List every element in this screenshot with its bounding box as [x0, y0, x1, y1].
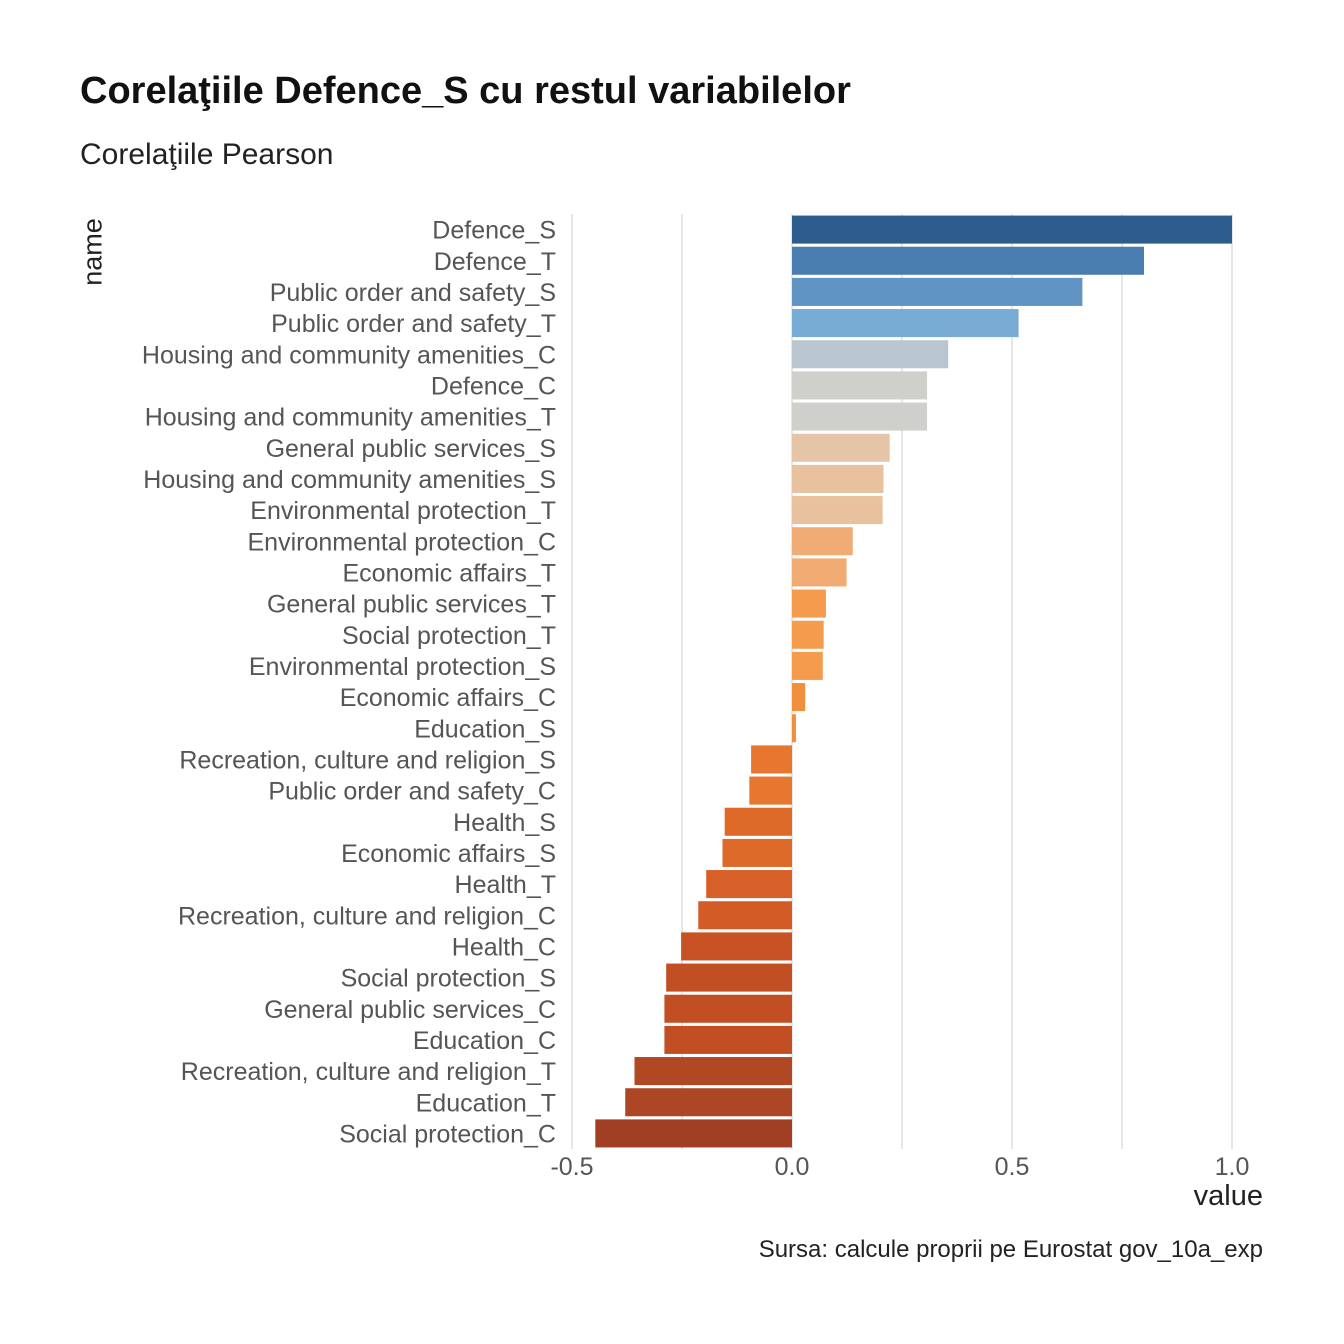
category-label: Environmental protection_T [250, 497, 556, 525]
category-label: General public services_C [264, 996, 556, 1024]
bar-environmental-protection-c [792, 527, 853, 556]
bar-housing-and-community-amenities-c [792, 340, 949, 369]
category-label: Defence_T [434, 248, 556, 276]
x-tick-label: 0.0 [775, 1153, 810, 1181]
x-tick-labels: -0.5 0.0 0.5 1.0 [550, 1153, 1249, 1181]
category-labels: Defence_S Defence_T Public order and safet… [142, 217, 556, 1149]
bar-recreation-culture-and-religion-t [634, 1057, 792, 1086]
category-label: Recreation, culture and religion_C [178, 902, 556, 930]
bar-environmental-protection-s [792, 651, 823, 680]
bar-economic-affairs-s [722, 838, 792, 867]
category-label: Environmental protection_C [248, 528, 557, 556]
category-label: Housing and community amenities_C [142, 341, 556, 369]
category-label: Economic affairs_S [341, 840, 556, 868]
category-label: General public services_T [267, 591, 556, 619]
category-label: Environmental protection_S [249, 653, 556, 681]
category-label: Recreation, culture and religion_T [181, 1058, 556, 1086]
x-tick-label: 1.0 [1215, 1153, 1250, 1181]
category-label: Economic affairs_T [342, 559, 556, 587]
bar-defence-t [792, 246, 1144, 275]
bar-education-t [625, 1088, 792, 1117]
bar-social-protection-t [792, 620, 824, 649]
bar-general-public-services-t [792, 589, 826, 618]
bar-public-order-and-safety-t [792, 309, 1019, 338]
bar-public-order-and-safety-c [749, 776, 792, 805]
category-label: Defence_S [432, 217, 556, 245]
category-label: Recreation, culture and religion_S [179, 746, 556, 774]
bar-recreation-culture-and-religion-c [698, 901, 792, 930]
bar-defence-s [792, 215, 1232, 244]
bar-housing-and-community-amenities-t [792, 402, 928, 431]
bar-education-s [792, 714, 796, 743]
category-label: Public order and safety_S [270, 279, 556, 307]
category-label: Health_T [455, 871, 556, 899]
category-label: Housing and community amenities_T [145, 404, 556, 432]
x-axis-title: value [1193, 1180, 1263, 1212]
bar-social-protection-c [595, 1119, 792, 1148]
category-label: General public services_S [266, 435, 556, 463]
category-label: Health_C [452, 933, 556, 961]
category-label: Defence_C [431, 372, 556, 400]
category-label: Education_T [416, 1089, 556, 1117]
category-label: Health_S [453, 809, 556, 837]
chart-title: Corelaţiile Defence_S cu restul variabil… [80, 70, 851, 112]
bar-defence-c [792, 371, 928, 400]
bar-public-order-and-safety-s [792, 277, 1083, 306]
category-label: Education_C [413, 1027, 556, 1055]
bar-general-public-services-s [792, 433, 890, 462]
bar-general-public-services-c [664, 994, 792, 1023]
bar-education-c [664, 1025, 792, 1054]
bar-social-protection-s [666, 963, 792, 992]
category-label: Social protection_S [341, 965, 556, 993]
category-label: Public order and safety_C [268, 778, 556, 806]
bar-recreation-culture-and-religion-s [751, 745, 792, 774]
bar-economic-affairs-t [792, 558, 847, 587]
grid-lines [571, 214, 1233, 1149]
bar-economic-affairs-c [792, 683, 806, 712]
chart-caption: Sursa: calcule proprii pe Eurostat gov_1… [758, 1236, 1263, 1263]
bar-housing-and-community-amenities-s [792, 464, 884, 493]
x-tick-label: -0.5 [550, 1153, 593, 1181]
chart-subtitle: Corelaţiile Pearson [80, 138, 334, 171]
bar-health-c [681, 932, 792, 961]
category-label: Economic affairs_C [340, 684, 556, 712]
bar-health-s [724, 807, 792, 836]
x-tick-label: 0.5 [995, 1153, 1030, 1181]
category-label: Social protection_C [339, 1120, 556, 1148]
bar-environmental-protection-t [792, 496, 883, 525]
bar-health-t [706, 870, 792, 899]
category-label: Public order and safety_T [271, 310, 556, 338]
category-label: Social protection_T [342, 622, 556, 650]
category-label: Education_S [414, 715, 556, 743]
bars [595, 215, 1232, 1148]
category-label: Housing and community amenities_S [143, 466, 556, 494]
